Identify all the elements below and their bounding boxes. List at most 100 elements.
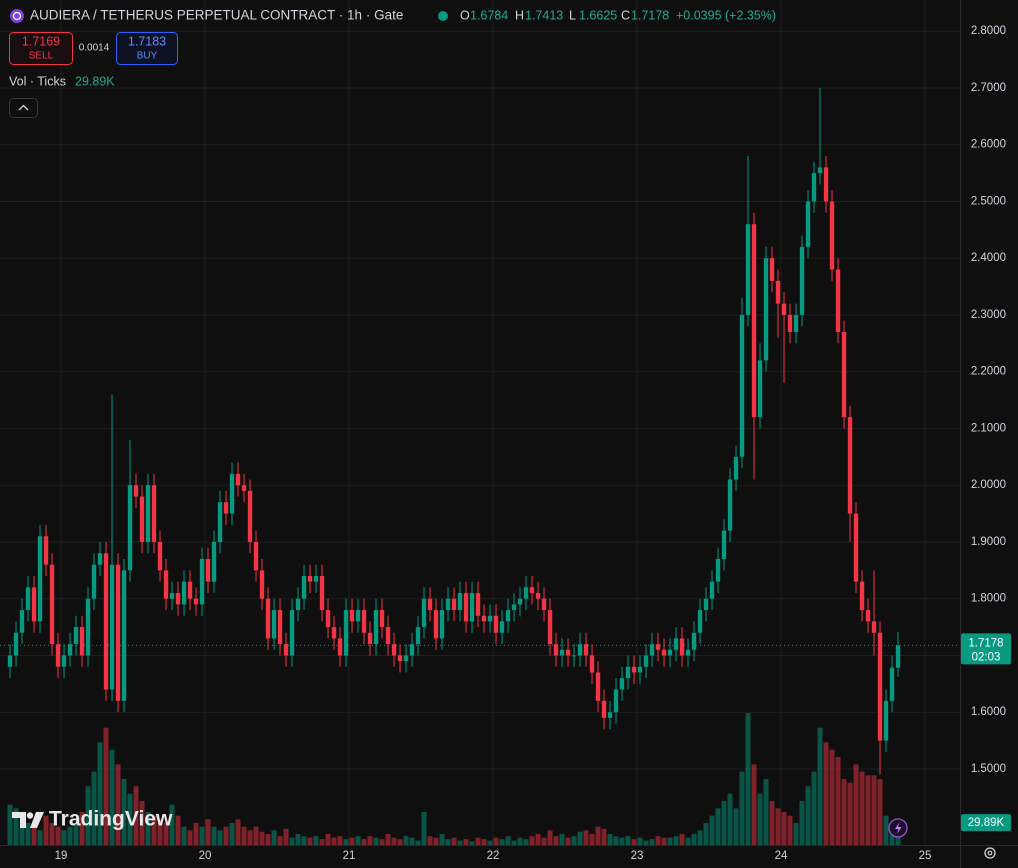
candle-body bbox=[115, 564, 121, 701]
candle-body bbox=[151, 485, 157, 542]
candle-body bbox=[367, 632, 373, 645]
volume-bar bbox=[709, 815, 715, 845]
volume-bar bbox=[583, 830, 589, 845]
market-status[interactable] bbox=[438, 11, 448, 21]
candle-body bbox=[361, 610, 367, 633]
y-tick-label: 2.1000 bbox=[971, 422, 1006, 434]
symbol-title[interactable]: AUDIERA / TETHERUS PERPETUAL CONTRACT · … bbox=[30, 8, 403, 23]
volume-bar bbox=[589, 834, 595, 845]
volume-title[interactable]: Vol · Ticks bbox=[9, 74, 66, 88]
volume-bar bbox=[115, 764, 121, 845]
volume-bar bbox=[253, 826, 259, 845]
candle-body bbox=[679, 638, 685, 656]
volume-bar bbox=[163, 823, 169, 845]
volume-bar bbox=[427, 836, 433, 845]
volume-bar bbox=[679, 834, 685, 845]
candle-body bbox=[139, 496, 145, 542]
volume-bar bbox=[595, 826, 601, 845]
candle-body bbox=[697, 610, 703, 633]
volume-bar bbox=[517, 837, 523, 845]
volume-bar bbox=[61, 830, 67, 845]
candle-layer bbox=[7, 87, 901, 775]
volume-bar bbox=[481, 839, 487, 845]
candle-body bbox=[661, 649, 667, 656]
settings-icon[interactable] bbox=[984, 847, 996, 859]
candle-body bbox=[709, 581, 715, 599]
volume-bar bbox=[169, 804, 175, 845]
candle-body bbox=[829, 201, 835, 270]
volume-bar bbox=[871, 775, 877, 845]
buy-button[interactable] bbox=[116, 32, 178, 65]
volume-bar bbox=[727, 793, 733, 845]
ohlc-value: 1.7178 bbox=[631, 8, 669, 22]
candle-body bbox=[157, 541, 163, 571]
volume-bar bbox=[127, 793, 133, 845]
volume-bar bbox=[823, 742, 829, 845]
candle-body bbox=[37, 536, 43, 622]
volume-bar bbox=[643, 840, 649, 845]
candle-body bbox=[847, 417, 853, 514]
volume-bar bbox=[859, 771, 865, 845]
candle-body bbox=[265, 598, 271, 639]
candle-body bbox=[781, 303, 787, 315]
volume-bar bbox=[241, 826, 247, 845]
candle-body bbox=[823, 167, 829, 202]
volume-bar bbox=[421, 812, 427, 845]
candle-body bbox=[715, 558, 721, 582]
candle-body bbox=[769, 258, 775, 281]
volume-tag bbox=[961, 814, 1011, 832]
volume-bar bbox=[667, 837, 673, 845]
candle-body bbox=[895, 645, 901, 668]
volume-bar bbox=[601, 828, 607, 845]
volume-bar bbox=[187, 830, 193, 845]
y-tick-label: 1.9000 bbox=[971, 536, 1006, 548]
candle-body bbox=[433, 610, 439, 639]
ohlc-legend: O 1.6784 H 1.7413 L 1.6625 C 1.7178 bbox=[460, 8, 669, 22]
volume-bar bbox=[97, 742, 103, 845]
candle-body bbox=[325, 610, 331, 628]
volume-bar bbox=[121, 779, 127, 845]
volume-tag-label: 29.89K bbox=[968, 817, 1005, 829]
candle-body bbox=[601, 700, 607, 718]
candle-body bbox=[643, 655, 649, 667]
x-tick-label: 21 bbox=[343, 850, 356, 862]
volume-bar bbox=[415, 840, 421, 845]
candle-body bbox=[355, 610, 361, 622]
volume-bar bbox=[355, 836, 361, 845]
volume-bar bbox=[865, 775, 871, 845]
candle-body bbox=[181, 581, 187, 605]
candle-body bbox=[103, 553, 109, 690]
volume-bar bbox=[175, 815, 181, 845]
candle-body bbox=[757, 360, 763, 418]
candle-body bbox=[619, 678, 625, 690]
collapse-icon bbox=[18, 104, 29, 111]
candle-body bbox=[175, 593, 181, 605]
y-tick-label: 2.4000 bbox=[971, 252, 1006, 264]
volume-bar bbox=[757, 793, 763, 845]
volume-bar bbox=[487, 840, 493, 845]
y-tick-label: 1.5000 bbox=[971, 763, 1006, 775]
y-tick-label: 2.8000 bbox=[971, 25, 1006, 37]
volume-bar bbox=[685, 837, 691, 845]
volume-bar bbox=[37, 830, 43, 845]
candle-body bbox=[667, 649, 673, 656]
volume-bar bbox=[739, 771, 745, 845]
volume-bar bbox=[7, 804, 13, 845]
last-price-label: 1.7178 bbox=[968, 637, 1003, 649]
collapse-button[interactable] bbox=[9, 98, 38, 118]
volume-bar bbox=[139, 801, 145, 845]
volume-bar bbox=[565, 837, 571, 845]
volume-bar bbox=[649, 839, 655, 845]
volume-bar bbox=[343, 839, 349, 845]
symbol-icon[interactable] bbox=[10, 9, 24, 23]
candle-body bbox=[499, 621, 505, 633]
candle-body bbox=[739, 314, 745, 457]
volume-bar bbox=[733, 808, 739, 845]
candle-body bbox=[859, 581, 865, 611]
volume-bar bbox=[469, 841, 475, 845]
volume-bar bbox=[331, 837, 337, 845]
candle-body bbox=[751, 224, 757, 418]
candle-body bbox=[349, 610, 355, 622]
sell-button[interactable] bbox=[9, 32, 73, 65]
